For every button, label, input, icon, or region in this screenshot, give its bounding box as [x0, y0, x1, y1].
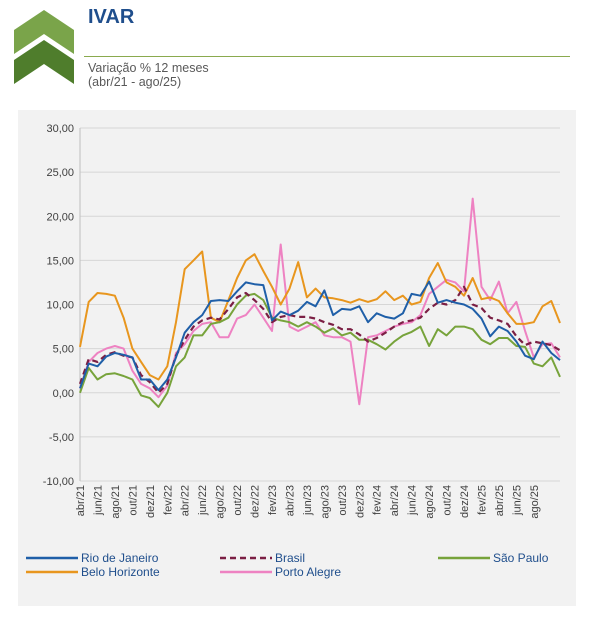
x-tick-label: out/22 — [232, 485, 244, 516]
y-tick-label: 30,00 — [46, 123, 74, 135]
logo-chevron-bottom — [14, 40, 74, 84]
x-tick-label: ago/23 — [319, 485, 331, 519]
x-tick-label: fev/23 — [267, 485, 279, 515]
y-tick-label: 20,00 — [46, 211, 74, 223]
legend: Rio de Janeiro Brasil São Paulo Belo Horizo… — [26, 551, 549, 579]
x-tick-label: abr/21 — [75, 485, 87, 516]
x-tick-label: fev/24 — [372, 485, 384, 515]
y-tick-label: 25,00 — [46, 167, 74, 179]
legend-label: São Paulo — [493, 551, 549, 565]
legend-label: Porto Alegre — [275, 565, 341, 579]
x-tick-label: ago/22 — [215, 485, 227, 519]
y-tick-label: 5,00 — [53, 344, 74, 356]
subtitle-line-1: Variação % 12 meses — [88, 61, 209, 75]
chart-panel: 30,00 25,00 20,00 15,00 10,00 5,00 0,00 -5,00 -1… — [18, 110, 576, 606]
page-title: IVAR — [88, 6, 135, 28]
legend-label: Brasil — [275, 551, 305, 565]
y-tick-label: 0,00 — [53, 388, 74, 400]
line-chart: 30,00 25,00 20,00 15,00 10,00 5,00 0,00 -5,00 -1… — [26, 123, 561, 579]
y-axis: 30,00 25,00 20,00 15,00 10,00 5,00 0,00 -5,00 -1… — [43, 123, 81, 488]
legend-label: Belo Horizonte — [81, 565, 160, 579]
x-tick-label: ago/25 — [529, 485, 541, 519]
x-tick-label: abr/25 — [494, 485, 506, 516]
logo-chevron-top — [14, 10, 74, 54]
x-tick-label: jun/21 — [92, 485, 104, 516]
series-line-brasil — [78, 285, 561, 394]
x-tick-label: abr/23 — [284, 485, 296, 516]
y-tick-label: 10,00 — [46, 300, 74, 312]
brand-logo — [14, 8, 74, 84]
subtitle-line-2: (abr/21 - ago/25) — [88, 75, 182, 89]
y-tick-label: -10,00 — [43, 476, 74, 488]
series-line-belo-horizonte — [79, 250, 561, 381]
x-tick-label: jun/23 — [302, 485, 314, 516]
title-divider — [84, 56, 570, 57]
x-tick-label: abr/24 — [389, 485, 401, 516]
series-lines — [78, 197, 561, 408]
gridlines — [80, 127, 560, 482]
x-tick-label: abr/22 — [180, 485, 192, 516]
x-tick-label: out/24 — [442, 485, 454, 516]
x-tick-label: ago/24 — [424, 485, 436, 519]
x-tick-label: out/21 — [127, 485, 139, 516]
y-tick-label: 15,00 — [46, 255, 74, 267]
chart-subtitle: Variação % 12 meses (abr/21 - ago/25) — [88, 61, 209, 89]
legend-label: Rio de Janeiro — [81, 551, 159, 565]
x-tick-label: jun/24 — [407, 485, 419, 516]
x-tick-label: jun/22 — [197, 485, 209, 516]
series-line-rio-de-janeiro — [79, 280, 561, 392]
series-line-s-o-paulo — [79, 292, 561, 408]
x-tick-label: dez/23 — [354, 485, 366, 518]
x-tick-label: out/23 — [337, 485, 349, 516]
x-tick-label: ago/21 — [110, 485, 122, 519]
x-tick-label: jun/25 — [511, 485, 523, 516]
x-tick-label: dez/21 — [145, 485, 157, 518]
x-tick-label: dez/22 — [250, 485, 262, 518]
series-line-porto-alegre — [79, 197, 561, 406]
x-axis: abr/21 jun/21 ago/21 out/21 dez/21 fev/22 abr/… — [75, 485, 541, 519]
y-tick-label: -5,00 — [49, 432, 74, 444]
x-tick-label: fev/25 — [476, 485, 488, 515]
x-tick-label: fev/22 — [162, 485, 174, 515]
x-tick-label: dez/24 — [459, 485, 471, 518]
